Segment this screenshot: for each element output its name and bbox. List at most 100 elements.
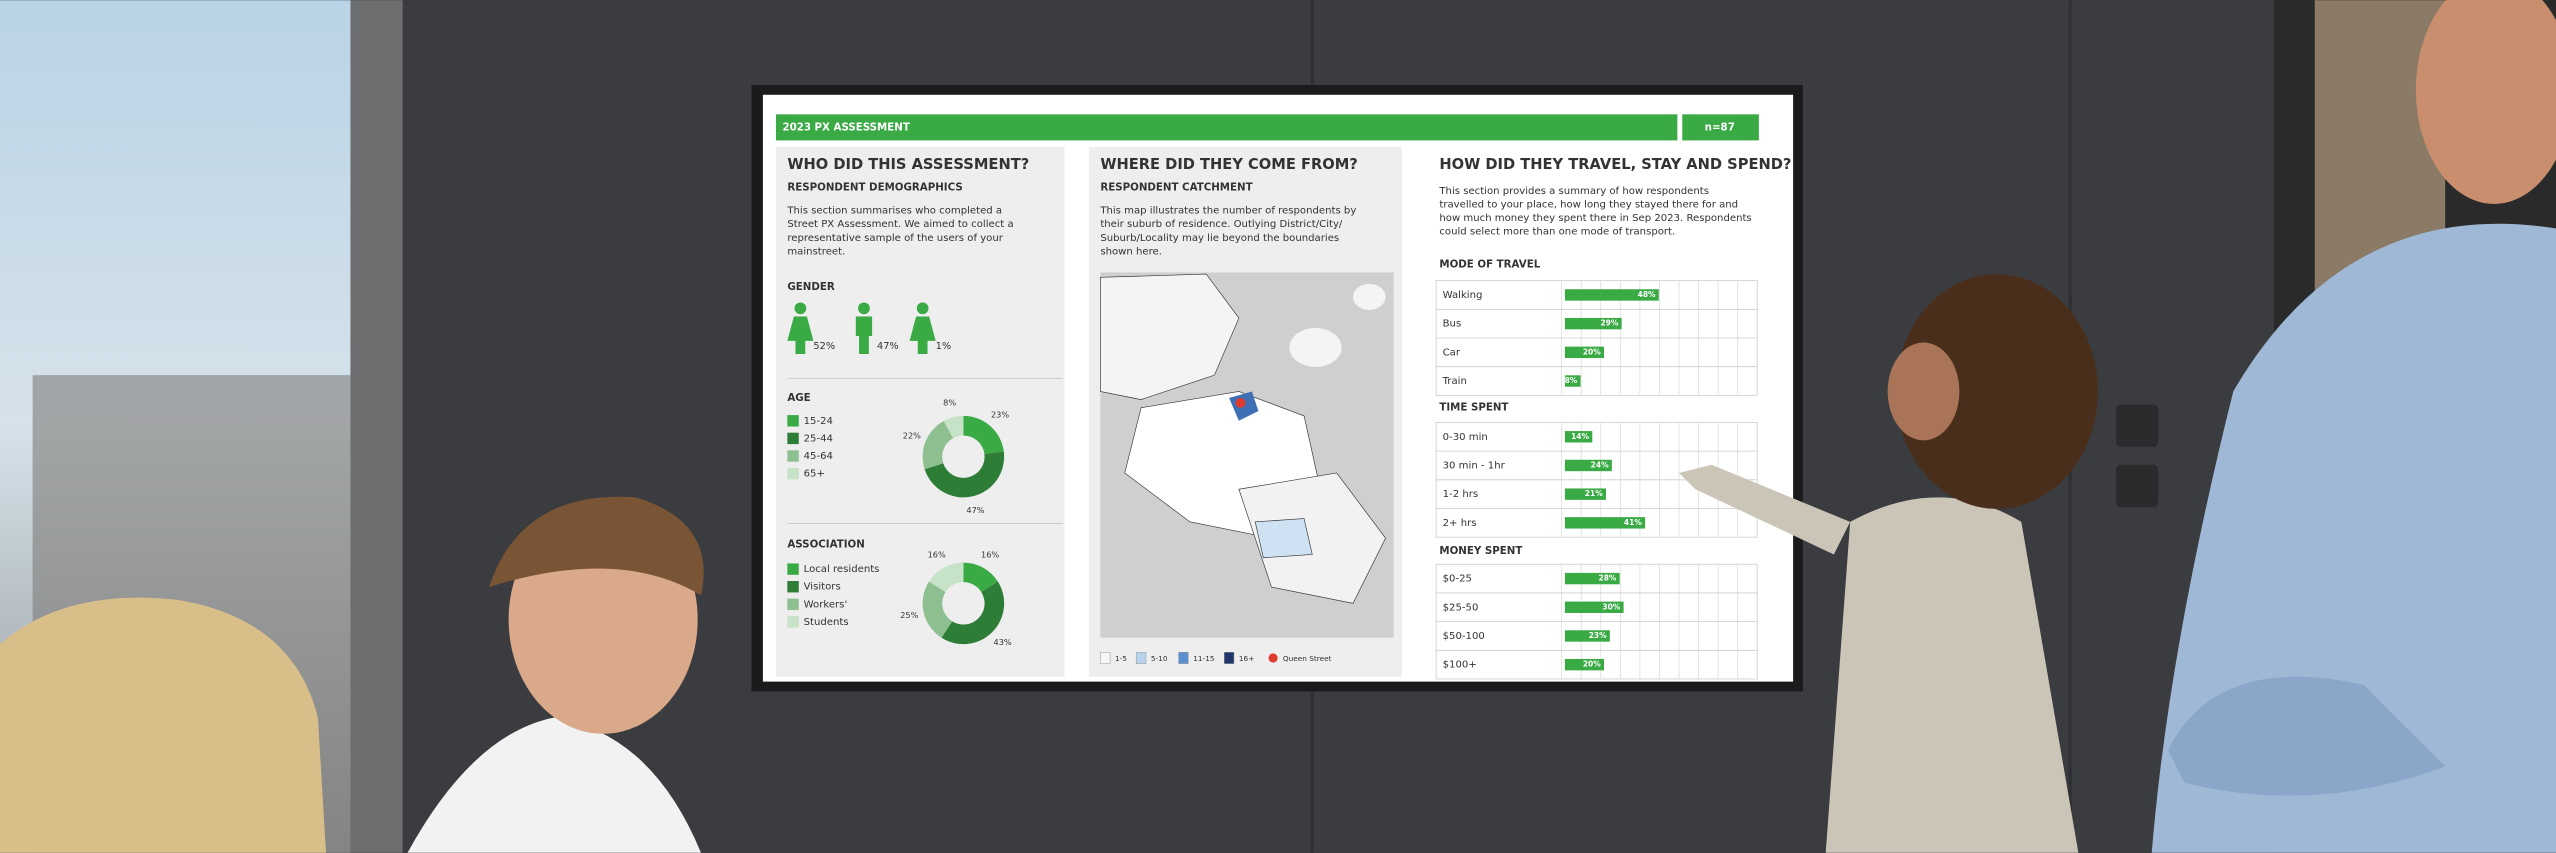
value-label: 47% (877, 341, 899, 352)
man-right-arm (2168, 676, 2446, 796)
chart-title: GENDER (787, 281, 835, 293)
map-region (1254, 518, 1313, 559)
chart-title: ASSOCIATION (787, 539, 865, 551)
legend-label: Local residents (804, 564, 880, 575)
donut-slice (922, 420, 954, 470)
switch (2115, 404, 2159, 447)
switch (2115, 464, 2159, 508)
legend-swatch (787, 432, 799, 445)
value-label: 48% (1638, 290, 1656, 299)
value-label: 43% (994, 637, 1012, 647)
presenter-hair (1895, 274, 2098, 509)
row-label: Bus (1443, 319, 1462, 330)
person-man-hair (489, 496, 704, 596)
map-region (1099, 273, 1240, 400)
row-label: Walking (1443, 290, 1483, 301)
map-region (1238, 472, 1386, 604)
n-box (1682, 114, 1759, 141)
value-label: 25% (900, 610, 918, 620)
gender-icon (855, 302, 873, 354)
chart-title: MONEY SPENT (1439, 545, 1522, 557)
legend-swatch (787, 581, 799, 593)
bar (1564, 375, 1581, 387)
person-blonde (0, 597, 327, 853)
n-count: n=87 (1705, 121, 1735, 133)
icon-body (909, 316, 936, 354)
value-label: 30% (1602, 602, 1620, 611)
legend-swatch (1135, 652, 1147, 664)
gender-icon (909, 302, 936, 354)
paragraph-line: This section provides a summary of how r… (1438, 186, 1709, 197)
bar (1564, 346, 1605, 359)
chart-title: AGE (787, 392, 810, 404)
column (350, 0, 403, 853)
value-label: 1% (936, 341, 952, 352)
paragraph-line: Suburb/Locality may lie beyond the bound… (1100, 233, 1339, 244)
value-label: 16% (928, 549, 946, 559)
legend-label: 5-10 (1151, 654, 1168, 663)
chart-title: MODE OF TRAVEL (1439, 258, 1540, 270)
paragraph-line: This section summarises who completed a (786, 206, 1002, 217)
paragraph-line: could select more than one mode of trans… (1439, 227, 1675, 238)
donut-slice (963, 415, 1004, 455)
map (1099, 272, 1394, 638)
bar (1564, 601, 1624, 613)
icon-head (858, 302, 870, 315)
donut-slice (924, 451, 1005, 498)
chart-title: TIME SPENT (1439, 402, 1508, 414)
row-label: Train (1442, 376, 1467, 387)
donut-slice (928, 562, 964, 593)
bar (1564, 431, 1593, 443)
bar (1564, 630, 1610, 642)
value-label: 29% (1600, 319, 1618, 328)
section-title: WHO DID THIS ASSESSMENT? (787, 156, 1029, 173)
man-right-head (2415, 0, 2556, 204)
section-subtitle: RESPONDENT CATCHMENT (1100, 182, 1252, 194)
paragraph-line: how much money they spent there in Sep 2… (1439, 213, 1751, 224)
legend-label: Workers' (804, 599, 848, 610)
legend-swatch (787, 598, 799, 611)
legend-label: 65+ (804, 469, 825, 480)
paragraph-line: This map illustrates the number of respo… (1099, 206, 1356, 217)
section-title: WHERE DID THEY COME FROM? (1100, 156, 1357, 173)
paragraph-line: Street PX Assessment. We aimed to collec… (787, 219, 1013, 230)
legend-swatch (1178, 652, 1189, 664)
value-label: 20% (1583, 347, 1601, 356)
value-label: 14% (1571, 432, 1589, 441)
legend-swatch (1268, 653, 1278, 663)
legend-label: 15-24 (804, 416, 833, 427)
section-subtitle: RESPONDENT DEMOGRAPHICS (787, 182, 962, 194)
donut-slice (941, 581, 1005, 645)
legend-label: 1-5 (1115, 654, 1127, 663)
legend-label: Students (804, 617, 849, 628)
bar (1564, 289, 1659, 301)
legend-swatch (787, 415, 799, 427)
legend-swatch (787, 563, 799, 575)
legend-label: 25-44 (804, 433, 833, 444)
presenter-face (1887, 342, 1960, 441)
row-label: $0-25 (1443, 574, 1472, 585)
value-label: 22% (903, 431, 921, 441)
gender-icon (787, 302, 814, 354)
value-label: 16% (981, 549, 999, 559)
legend-label: Queen Street (1283, 654, 1332, 663)
value-label: 24% (1591, 460, 1609, 469)
value-label: 8% (1565, 376, 1578, 385)
left-panel (775, 146, 1065, 677)
header-title: 2023 PX ASSESSMENT (782, 121, 909, 133)
map-legend: 1-5 5-10 11-15 16+ Queen Street (1100, 652, 1332, 664)
legend-label: 11-15 (1193, 654, 1215, 663)
legend-swatch (787, 467, 799, 480)
icon-head (794, 302, 807, 315)
paragraph-line: their suburb of residence. Outlying Dist… (1100, 219, 1343, 230)
value-label: 41% (1624, 518, 1642, 527)
paragraph-line: travelled to your place, how long they s… (1439, 199, 1738, 210)
row-label: Car (1443, 347, 1461, 358)
bar (1564, 317, 1622, 330)
legend-label: 45-64 (804, 451, 833, 462)
donut-slice (943, 415, 964, 439)
paragraph-line: shown here. (1100, 247, 1162, 258)
row-label: $25-50 (1443, 602, 1479, 613)
paragraph-line: mainstreet. (787, 247, 845, 258)
